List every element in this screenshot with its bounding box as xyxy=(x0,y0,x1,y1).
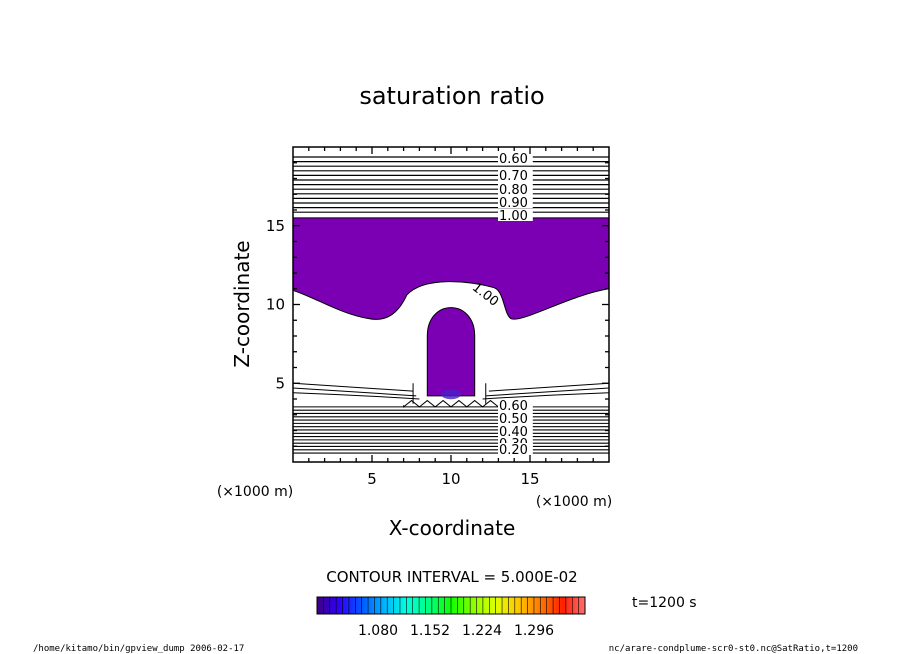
contour-label-bg xyxy=(498,169,533,181)
y-tick-label: 10 xyxy=(266,296,285,314)
x-tick-label: 10 xyxy=(441,470,460,488)
contour-label: 0.90 xyxy=(499,196,528,211)
contour-label: 0.40 xyxy=(499,425,528,440)
contour-interval: CONTOUR INTERVAL = 5.000E-02 xyxy=(326,568,577,586)
plot-area: 0.600.700.800.901.000.600.500.400.300.20… xyxy=(266,146,610,488)
plume-core xyxy=(441,389,461,400)
contour-label: 0.70 xyxy=(499,169,528,184)
colorbar-tick-label: 1.152 xyxy=(410,623,450,639)
contour-label: 0.50 xyxy=(499,412,528,427)
colorbar: 1.080 1.152 1.224 1.296 xyxy=(316,596,586,639)
shaded-region-upper xyxy=(293,217,609,320)
contour-curve xyxy=(485,387,609,397)
x-unit-label: (×1000 m) xyxy=(536,494,612,510)
colorbar-tick-label: 1.224 xyxy=(462,623,502,639)
shaded-plume xyxy=(426,307,476,397)
contour-label: 0.80 xyxy=(499,183,528,198)
x-tick-label: 15 xyxy=(520,470,539,488)
contour-label-bg xyxy=(498,425,533,437)
contour-wavy xyxy=(403,399,499,408)
contour-label-bg xyxy=(498,209,533,221)
chart-title: saturation ratio xyxy=(359,82,544,110)
colorbar-tick-label: 1.296 xyxy=(514,623,554,639)
x-tick-label: 5 xyxy=(367,470,377,488)
contour-layer: 0.600.700.800.901.000.600.500.400.300.20… xyxy=(293,152,609,458)
footer-left: /home/kitamo/bin/gpview_dump 2006-02-17 xyxy=(33,644,244,654)
contour-label-bg xyxy=(498,196,533,208)
contour-label: 0.20 xyxy=(499,443,528,458)
contour-label-bg xyxy=(498,152,533,164)
contour-curve xyxy=(488,382,609,392)
contour-label-bg xyxy=(498,399,533,411)
contour-curve xyxy=(482,392,609,400)
y-axis-label: Z-coordinate xyxy=(230,240,254,367)
contour-label: 1.00 xyxy=(499,209,528,224)
colorbar-tick-label: 1.080 xyxy=(358,623,398,639)
contour-label-bg xyxy=(498,412,533,424)
y-unit-label: (×1000 m) xyxy=(217,484,293,500)
footer-right: nc/arare-condplume-scr0-st0.nc@SatRatio,… xyxy=(609,644,858,654)
contour-label-bg xyxy=(498,183,533,195)
contour-label-bg xyxy=(498,443,533,455)
y-tick-label: 15 xyxy=(266,217,285,235)
contour-label: 0.60 xyxy=(499,399,528,414)
contour-curve xyxy=(293,382,414,392)
x-axis-label: X-coordinate xyxy=(389,516,516,540)
time-label: t=1200 s xyxy=(632,595,697,611)
contour-curve xyxy=(293,387,417,397)
y-tick-label: 5 xyxy=(275,374,285,392)
contour-curve xyxy=(293,392,420,400)
colorbar-frame xyxy=(316,596,586,615)
contour-label: 0.60 xyxy=(499,152,528,167)
